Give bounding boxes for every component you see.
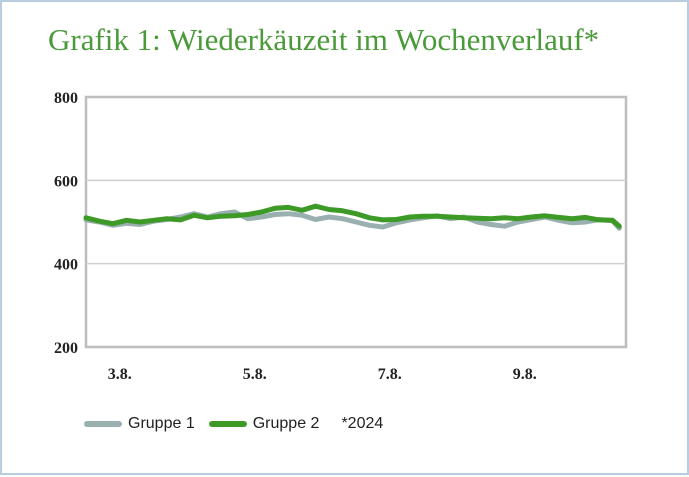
legend-note: *2024	[341, 415, 384, 432]
y-tick-label-400: 400	[54, 257, 78, 274]
y-tick-label-800: 800	[54, 90, 78, 107]
x-tick-label-7.8.: 7.8.	[378, 366, 402, 383]
axis-layer: 200 400 600 800 3.8. 5.8. 7.8. 9.8.	[54, 90, 537, 383]
y-tick-label-200: 200	[54, 340, 78, 357]
legend-swatch-gruppe-1	[84, 421, 122, 427]
series-line-gruppe-2	[83, 203, 622, 229]
legend-swatch-gruppe-2	[208, 421, 247, 427]
legend-label-gruppe-1: Gruppe 1	[128, 415, 195, 432]
x-tick-label-5.8.: 5.8.	[243, 366, 267, 383]
y-tick-label-600: 600	[54, 173, 78, 190]
chart-title: Grafik 1: Wiederkäuzeit im Wochenverlauf…	[48, 22, 600, 57]
legend-label-gruppe-2: Gruppe 2	[252, 415, 320, 432]
legend: Gruppe 1 Gruppe 2 *2024	[84, 415, 383, 433]
x-tick-label-3.8.: 3.8.	[108, 366, 132, 383]
series-layer	[83, 203, 622, 231]
x-tick-label-9.8.: 9.8.	[513, 366, 537, 383]
